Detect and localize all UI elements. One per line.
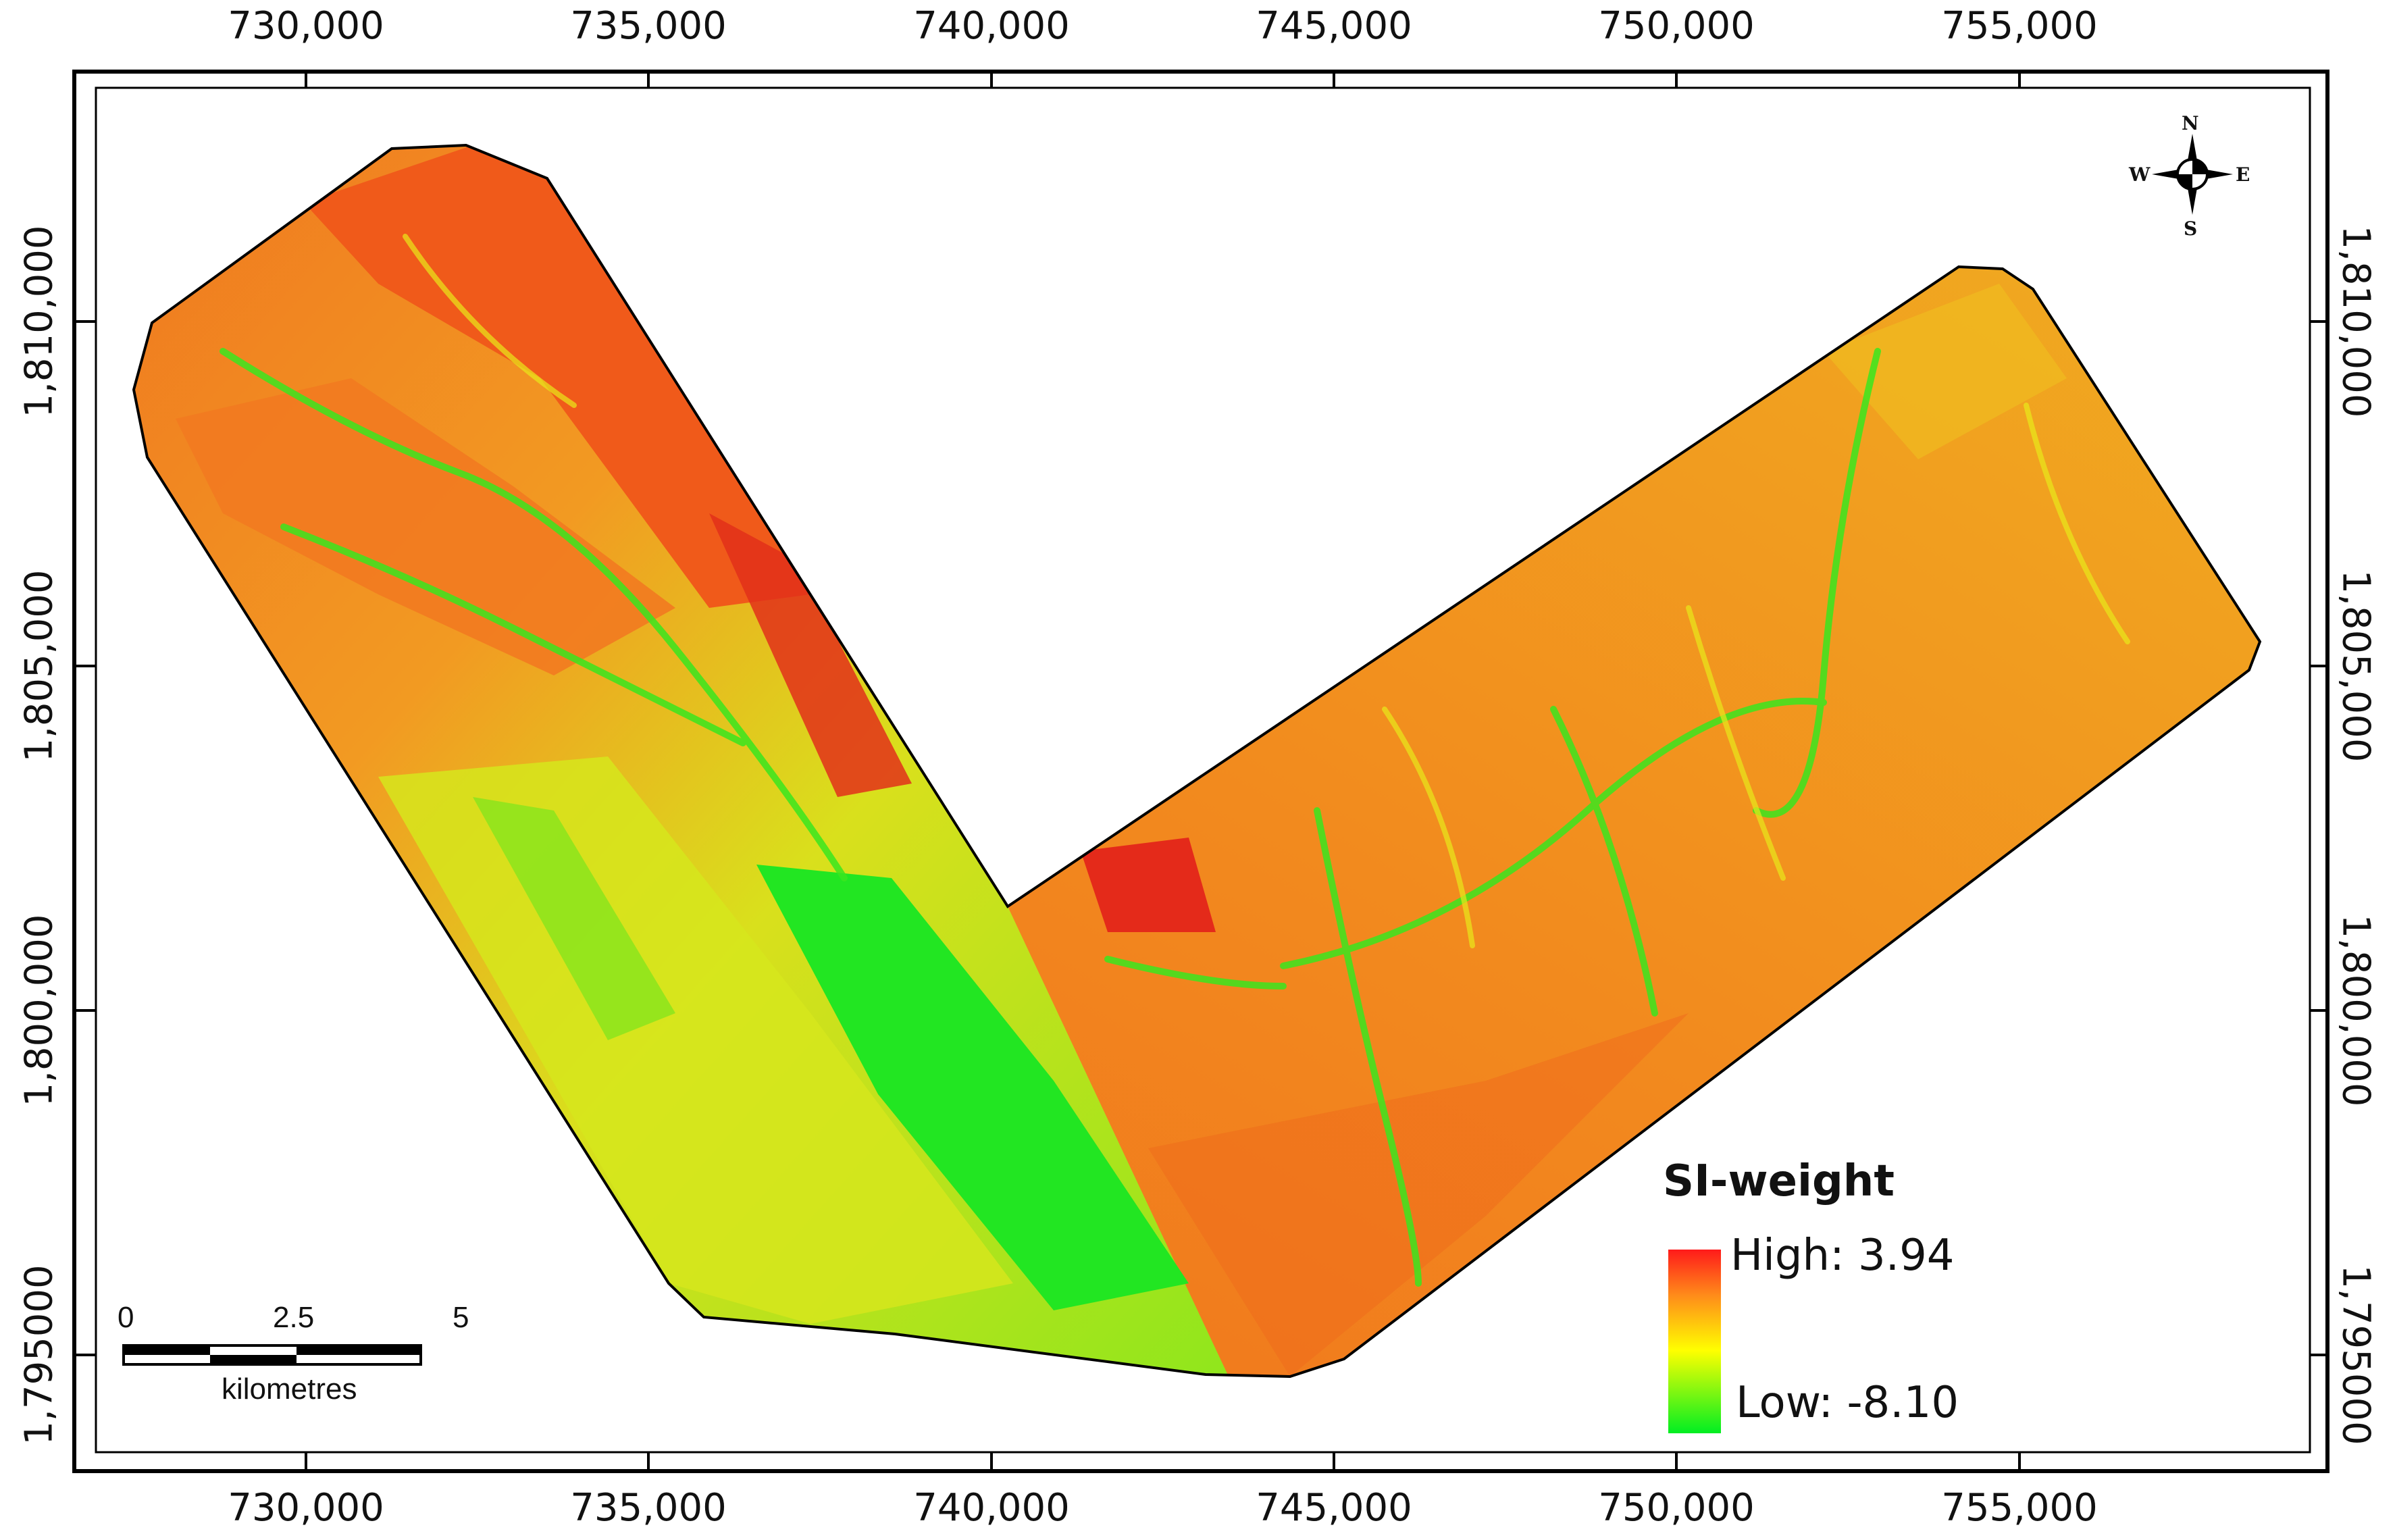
y-tick-label-right: 1,810,000 [2334, 225, 2378, 418]
y-ticks [74, 320, 2327, 1356]
x-tick-label-bottom: 740,000 [913, 1486, 1070, 1530]
study-area-outline [132, 143, 2262, 1379]
x-tick-label-bottom: 735,000 [570, 1486, 727, 1530]
legend-low-label: Low: -8.10 [1736, 1378, 1959, 1428]
x-tick-label-top: 750,000 [1598, 4, 1755, 48]
scale-unit-label: kilometres [222, 1372, 357, 1406]
scale-label-0: 0 [118, 1301, 134, 1334]
x-tick-label-top: 735,000 [570, 4, 727, 48]
compass-s-label: S [2184, 217, 2198, 240]
x-tick-label-top: 745,000 [1256, 4, 1412, 48]
inner-frame [95, 86, 2311, 1454]
compass-w-label: W [2129, 163, 2151, 186]
legend-title: SI-weight [1663, 1156, 1895, 1206]
x-tick-label-top: 740,000 [913, 4, 1070, 48]
legend-high-label: High: 3.94 [1730, 1231, 1955, 1281]
x-tick-label-bottom: 730,000 [228, 1486, 384, 1530]
y-tick-label-right: 1,795000 [2334, 1264, 2378, 1445]
y-tick-label-left: 1,810,000 [17, 225, 61, 418]
outer-frame [72, 70, 2329, 1473]
compass-n-label: N [2182, 112, 2199, 134]
scale-bar [122, 1344, 422, 1366]
y-tick-label-right: 1,805,000 [2334, 569, 2378, 763]
y-tick-label-left: 1,800,000 [17, 914, 61, 1107]
scale-label-2-5: 2.5 [273, 1301, 315, 1334]
scale-label-5: 5 [453, 1301, 469, 1334]
y-tick-label-left: 1,805,000 [17, 569, 61, 763]
x-tick-label-top: 730,000 [228, 4, 384, 48]
x-tick-label-top: 755,000 [1941, 4, 2098, 48]
compass-rose-icon [2152, 134, 2233, 215]
legend-color-ramp [1668, 1250, 1721, 1433]
x-tick-label-bottom: 755,000 [1941, 1486, 2098, 1530]
y-tick-label-right: 1,800,000 [2334, 914, 2378, 1107]
y-tick-label-left: 1,795000 [17, 1264, 61, 1445]
x-tick-label-bottom: 750,000 [1598, 1486, 1755, 1530]
x-tick-label-bottom: 745,000 [1256, 1486, 1412, 1530]
compass-e-label: E [2236, 163, 2250, 186]
x-ticks [305, 72, 2021, 1471]
